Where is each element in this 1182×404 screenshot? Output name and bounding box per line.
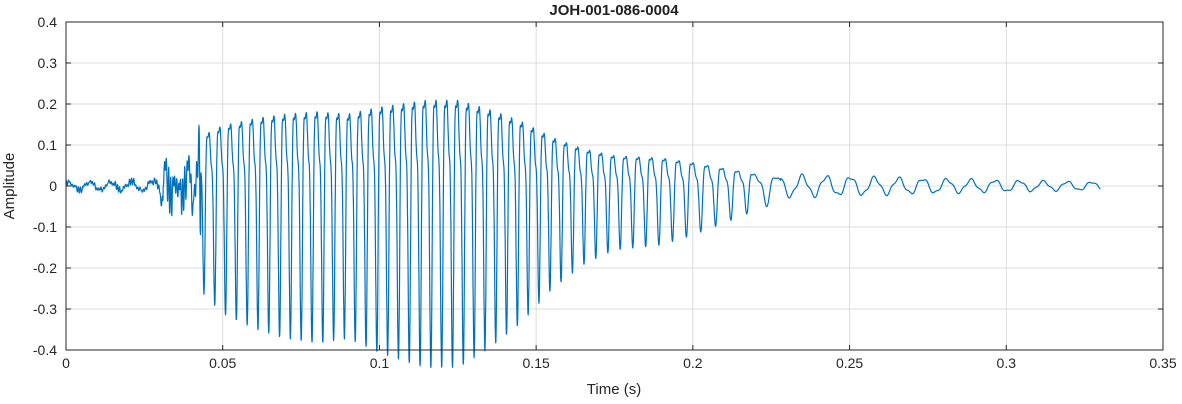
chart-title: JOH-001-086-0004 xyxy=(549,2,679,19)
x-tick-label: 0.2 xyxy=(683,355,703,371)
x-tick-label: 0.25 xyxy=(836,355,863,371)
y-axis-label: Amplitude xyxy=(1,153,18,220)
y-tick-label: -0.4 xyxy=(33,342,57,358)
x-tick-label: 0.3 xyxy=(997,355,1017,371)
waveform-layer xyxy=(65,99,1101,369)
y-tick-label: -0.3 xyxy=(33,301,57,317)
grid-layer xyxy=(66,22,1163,350)
axes-layer: 0 0.05 0.1 0.15 0.2 0.25 0.3 0.35 -0.4 -0.3 -0.2 -0… xyxy=(33,14,1177,371)
y-tick-label: -0.2 xyxy=(33,260,57,276)
x-tick-label: 0.05 xyxy=(209,355,236,371)
y-tick-label: -0.1 xyxy=(33,219,57,235)
y-tick-label: 0.3 xyxy=(38,55,58,71)
x-tick-label: 0.15 xyxy=(523,355,550,371)
x-axis-label: Time (s) xyxy=(587,381,641,398)
y-tick-label: 0.1 xyxy=(38,137,58,153)
y-tick-label: 0.4 xyxy=(38,14,58,30)
y-tick-label: 0.2 xyxy=(38,96,58,112)
waveform-path xyxy=(65,99,1101,369)
x-tick-label: 0.1 xyxy=(370,355,390,371)
y-tick-label: 0 xyxy=(49,178,57,194)
x-tick-label: 0 xyxy=(62,355,70,371)
x-tick-label: 0.35 xyxy=(1149,355,1176,371)
